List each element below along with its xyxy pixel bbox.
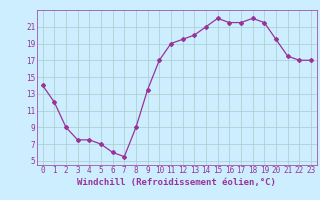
X-axis label: Windchill (Refroidissement éolien,°C): Windchill (Refroidissement éolien,°C) — [77, 178, 276, 187]
